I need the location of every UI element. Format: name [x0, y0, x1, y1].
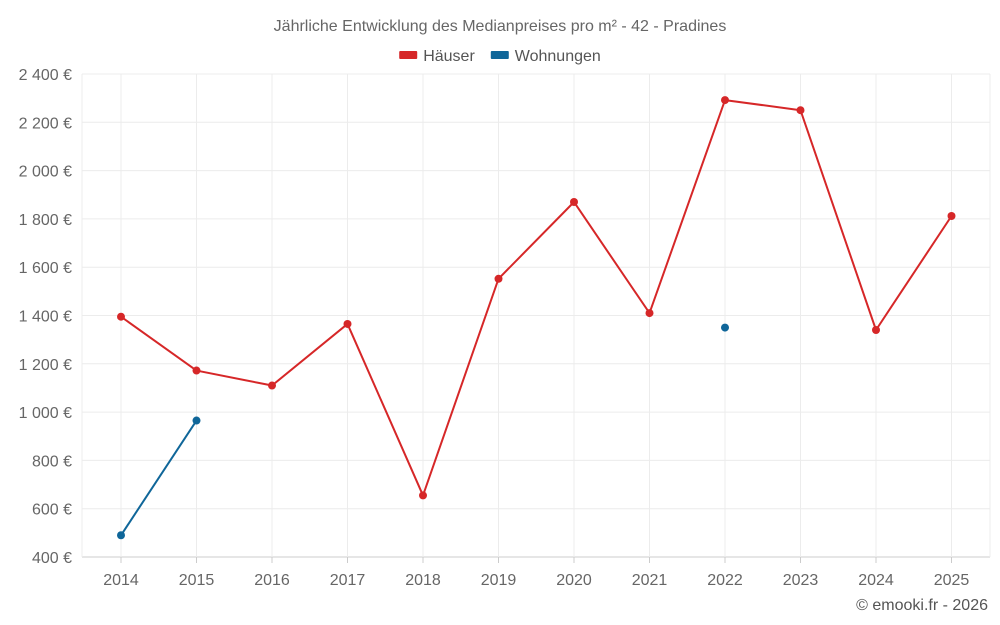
y-tick-label: 400 € — [32, 550, 72, 567]
y-axis: 400 € 600 € 800 € 1 000 € 1 200 € 1 400 € 1 60… — [19, 67, 72, 567]
y-tick-label: 800 € — [32, 453, 72, 470]
series-line — [120, 420, 198, 536]
data-point[interactable] — [343, 319, 352, 328]
data-point[interactable] — [947, 212, 956, 221]
legend-label[interactable]: Häuser — [423, 48, 475, 65]
credit-text: © emooki.fr - 2026 — [856, 597, 988, 614]
data-point[interactable] — [721, 96, 729, 105]
y-tick-label: 1 800 € — [19, 212, 72, 229]
series-line — [120, 99, 953, 497]
x-tick-label: 2015 — [179, 572, 215, 589]
x-tick-label: 2025 — [934, 572, 970, 589]
x-tick-label: 2017 — [330, 572, 366, 589]
y-tick-label: 2 000 € — [19, 164, 72, 181]
x-tick-label: 2018 — [405, 572, 441, 589]
legend-swatch — [490, 51, 509, 59]
legend: Häuser Wohnungen — [399, 48, 601, 65]
data-point[interactable] — [494, 274, 503, 283]
x-axis: 2014 2015 2016 2017 2018 2019 2020 2021 2022 2023… — [103, 557, 969, 589]
series-wohnungen — [117, 323, 729, 540]
x-tick-label: 2024 — [858, 572, 894, 589]
data-point[interactable] — [645, 309, 654, 318]
x-tick-label: 2021 — [632, 572, 668, 589]
data-point[interactable] — [268, 381, 276, 390]
data-point[interactable] — [721, 323, 729, 332]
y-tick-label: 1 000 € — [19, 405, 72, 422]
y-tick-label: 600 € — [32, 502, 72, 519]
data-point[interactable] — [117, 312, 125, 321]
chart-title: Jährliche Entwicklung des Medianpreises … — [274, 18, 727, 35]
y-tick-label: 1 400 € — [19, 309, 72, 326]
series-layer — [117, 96, 956, 540]
y-tick-label: 1 200 € — [19, 357, 72, 374]
y-tick-label: 2 200 € — [19, 115, 72, 132]
x-tick-label: 2016 — [254, 572, 290, 589]
y-tick-label: 2 400 € — [19, 67, 72, 84]
y-tick-label: 1 600 € — [19, 260, 72, 277]
series-h-user — [117, 96, 956, 500]
x-tick-label: 2019 — [481, 572, 517, 589]
legend-label[interactable]: Wohnungen — [515, 48, 601, 65]
x-tick-label: 2022 — [707, 572, 743, 589]
data-point[interactable] — [117, 531, 125, 540]
data-point[interactable] — [192, 416, 201, 425]
x-tick-label: 2014 — [103, 572, 139, 589]
legend-swatch — [399, 51, 418, 59]
data-point[interactable] — [192, 366, 201, 375]
data-point[interactable] — [419, 491, 427, 500]
data-point[interactable] — [872, 325, 880, 334]
grid — [81, 73, 991, 558]
x-tick-label: 2023 — [783, 572, 819, 589]
x-tick-label: 2020 — [556, 572, 592, 589]
data-point[interactable] — [796, 106, 805, 115]
data-point[interactable] — [570, 197, 578, 206]
